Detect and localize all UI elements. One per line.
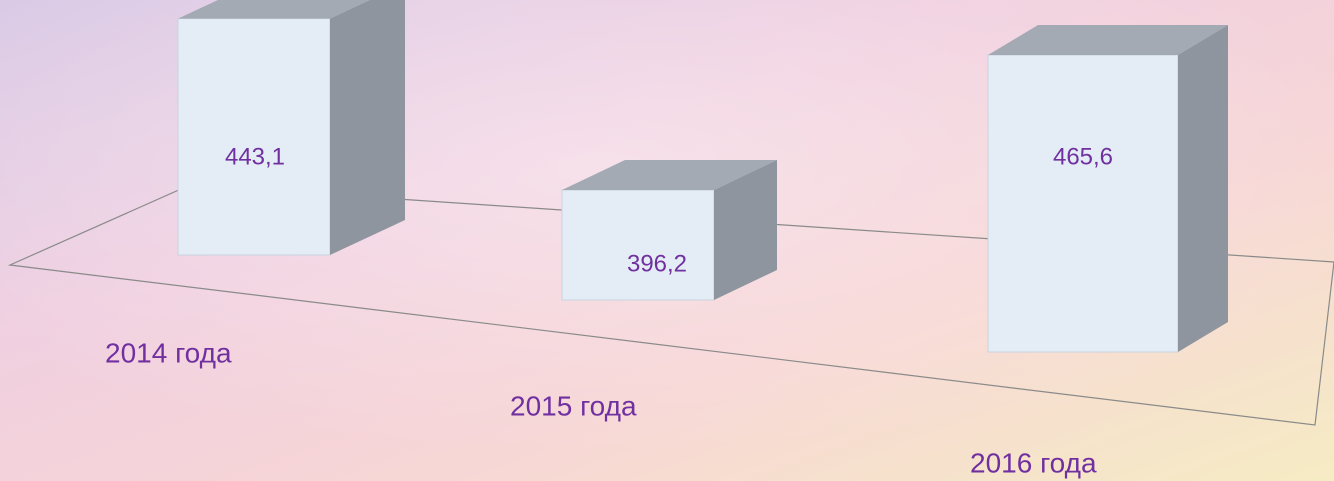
value-label: 443,1: [225, 143, 285, 170]
category-label: 2014 года: [105, 337, 232, 368]
value-label: 465,6: [1053, 143, 1113, 170]
bar-top: [562, 160, 777, 190]
bar-top: [988, 25, 1228, 55]
bar: [177, 0, 405, 256]
bar-front: [987, 54, 1179, 353]
bar: [987, 25, 1228, 353]
bar: [561, 160, 777, 301]
bar-front: [177, 18, 331, 256]
bar-top: [178, 0, 370, 19]
value-label: 396,2: [627, 250, 687, 277]
bar-side: [714, 160, 777, 300]
category-label: 2016 года: [970, 447, 1097, 478]
floor-plane: [7, 184, 1334, 426]
category-label: 2015 года: [510, 390, 637, 421]
bar-front: [561, 189, 715, 301]
floor: [7, 184, 1334, 426]
labels: 443,1 2014 года 396,2 2015 года 465,6 2016 го…: [105, 143, 1113, 478]
bars: [177, 0, 1228, 353]
bar-side: [1178, 25, 1228, 352]
bar-side: [330, 0, 405, 255]
